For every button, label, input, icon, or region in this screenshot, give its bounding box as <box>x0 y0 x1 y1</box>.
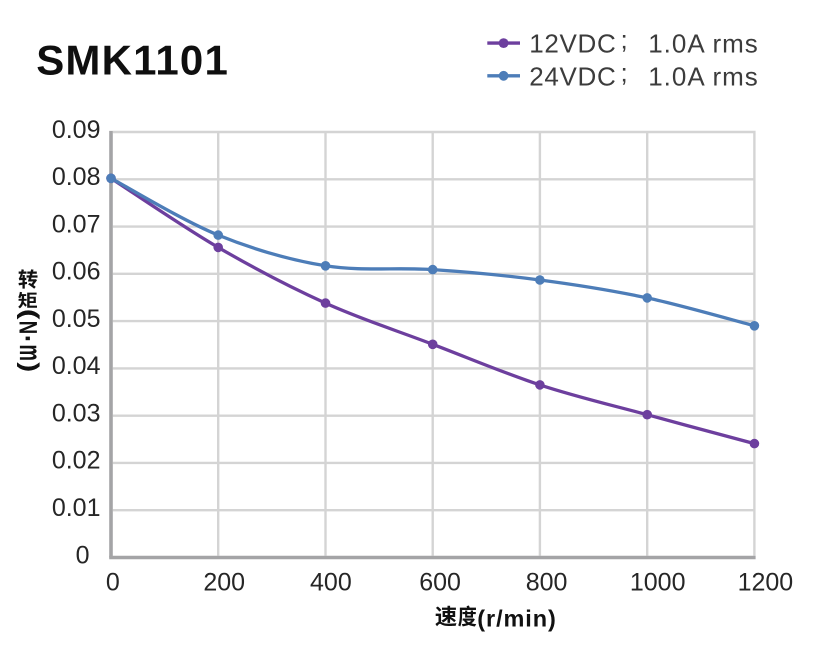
svg-text:0: 0 <box>76 541 90 569</box>
svg-text:0.02: 0.02 <box>52 447 101 475</box>
svg-text:1.0A rms: 1.0A rms <box>648 29 759 59</box>
svg-text:;: ; <box>621 25 628 55</box>
svg-text:12VDC: 12VDC <box>529 29 616 59</box>
svg-text:600: 600 <box>419 568 461 596</box>
svg-text:0.08: 0.08 <box>52 163 101 191</box>
svg-text:0: 0 <box>106 568 120 596</box>
svg-text:SMK1101: SMK1101 <box>36 37 229 84</box>
svg-text:0.09: 0.09 <box>52 116 101 144</box>
svg-text:800: 800 <box>526 568 568 596</box>
svg-text:(r/min): (r/min) <box>477 605 556 631</box>
svg-text:1000: 1000 <box>630 568 686 596</box>
svg-text:400: 400 <box>310 568 352 596</box>
svg-text:1200: 1200 <box>738 568 794 596</box>
svg-text:0.03: 0.03 <box>52 400 101 428</box>
svg-text:0.05: 0.05 <box>52 305 101 333</box>
svg-text:0.04: 0.04 <box>52 352 101 380</box>
svg-text:0.06: 0.06 <box>52 258 101 286</box>
svg-text:0.01: 0.01 <box>52 494 101 522</box>
svg-text:24VDC: 24VDC <box>529 61 616 91</box>
svg-text:200: 200 <box>203 568 245 596</box>
svg-text:1.0A rms: 1.0A rms <box>648 61 759 91</box>
svg-text:0.07: 0.07 <box>52 210 101 238</box>
svg-text:;: ; <box>621 57 628 87</box>
